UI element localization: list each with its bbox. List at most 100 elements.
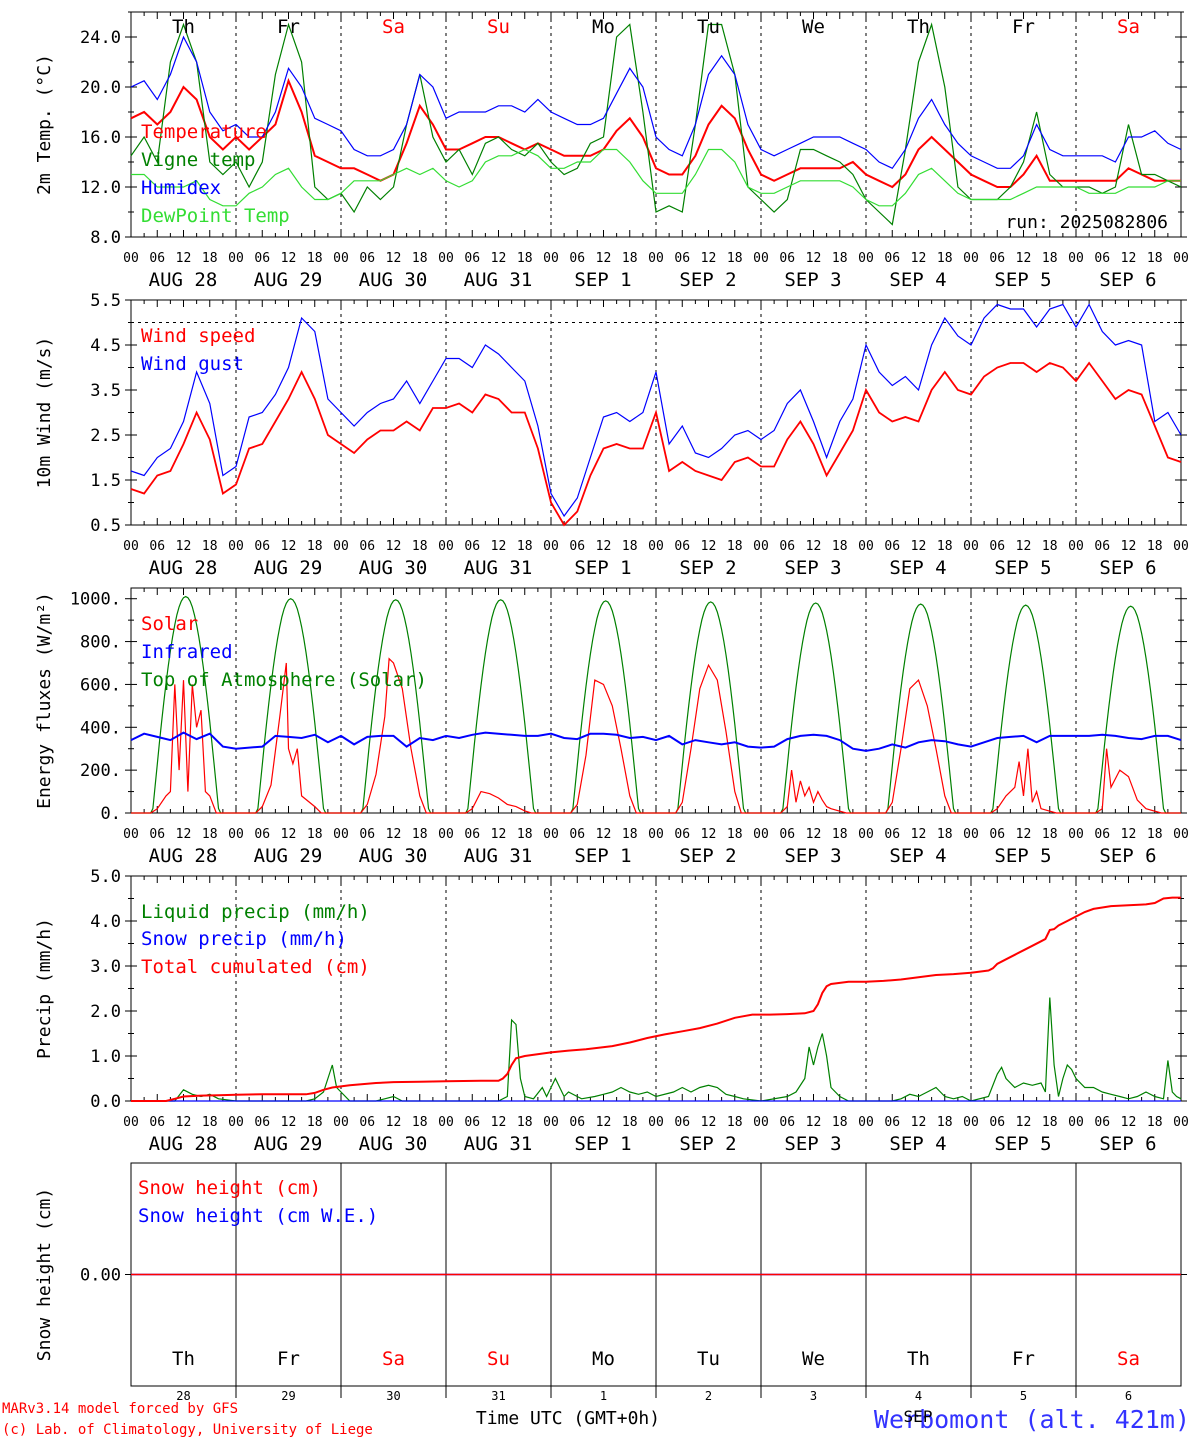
hour-tick-label: 12 — [491, 1115, 507, 1130]
hour-tick-label: 06 — [884, 539, 900, 554]
hour-tick-label: 18 — [1042, 251, 1058, 266]
hour-tick-label: 12 — [596, 539, 612, 554]
toa-solar-arch — [971, 604, 1076, 814]
hour-tick-label: 06 — [359, 251, 375, 266]
hour-tick-label: 06 — [359, 827, 375, 842]
panel-temperature: 00 06 12 18 00 06 12 18 00 06 12 18 00 06 12 18 00 06 12 18… — [34, 11, 1189, 291]
hour-tick-label: 00 — [438, 1115, 454, 1130]
hour-tick-label: 12 — [1016, 251, 1032, 266]
panel-wind: 00 06 12 18 00 06 12 18 00 06 12 18 00 06 12 18 00 06 12 18… — [34, 291, 1189, 579]
hour-tick-label: 18 — [832, 539, 848, 554]
date-tick-label: AUG 29 — [254, 557, 323, 579]
legend-entry: Top of Atmosphere (Solar) — [141, 669, 427, 691]
toa-solar-arch — [866, 603, 971, 814]
series-temperature — [130, 77, 1181, 189]
hour-tick-label: 18 — [1147, 539, 1163, 554]
hour-tick-label: 18 — [517, 1115, 533, 1130]
y-tick-label: 200. — [80, 761, 121, 781]
station-title: Werbomont (alt. 421m) — [874, 1405, 1190, 1434]
hour-tick-label: 12 — [176, 1115, 192, 1130]
y-tick-label: 16.0 — [80, 128, 121, 148]
date-tick-label: AUG 30 — [359, 1133, 428, 1155]
day-name: Fr — [277, 16, 300, 38]
hour-tick-label: 12 — [701, 1115, 717, 1130]
hour-tick-label: 00 — [753, 827, 769, 842]
day-name: We — [802, 16, 825, 38]
hour-tick-label: 18 — [622, 827, 638, 842]
hour-tick-label: 12 — [806, 827, 822, 842]
y-tick-label: 1000. — [70, 590, 121, 610]
hour-tick-label: 18 — [1147, 1115, 1163, 1130]
hour-tick-label: 00 — [123, 1115, 139, 1130]
day-number: 28 — [176, 1389, 190, 1403]
hour-tick-label: 18 — [202, 251, 218, 266]
run-label: run: 2025082806 — [1005, 212, 1168, 233]
date-tick-label: SEP 3 — [784, 557, 841, 579]
hour-tick-label: 12 — [281, 251, 297, 266]
hour-tick-label: 18 — [727, 1115, 743, 1130]
date-tick-label: AUG 28 — [149, 269, 218, 291]
day-name: Sa — [1117, 16, 1140, 38]
y-axis-title: 2m Temp. (°C) — [34, 54, 55, 195]
hour-tick-label: 18 — [937, 539, 953, 554]
day-name: Sa — [382, 1348, 405, 1370]
day-name: Su — [487, 1348, 510, 1370]
hour-tick-label: 12 — [911, 539, 927, 554]
hour-tick-label: 06 — [674, 827, 690, 842]
y-axis-title: Snow height (cm) — [34, 1188, 55, 1361]
hour-tick-label: 00 — [1173, 1115, 1189, 1130]
day-name: Mo — [592, 16, 615, 38]
hour-tick-label: 00 — [228, 539, 244, 554]
hour-tick-label: 00 — [1173, 827, 1189, 842]
toa-solar-arch — [236, 598, 341, 814]
hour-tick-label: 18 — [1147, 827, 1163, 842]
hour-tick-label: 00 — [1068, 251, 1084, 266]
hour-tick-label: 18 — [202, 1115, 218, 1130]
toa-solar-arch — [446, 599, 551, 814]
hour-tick-label: 06 — [989, 827, 1005, 842]
hour-tick-label: 18 — [307, 827, 323, 842]
date-tick-label: AUG 30 — [359, 269, 428, 291]
series-vigne-temp — [130, 22, 1182, 226]
y-tick-label: 4.5 — [90, 336, 121, 356]
date-tick-label: AUG 29 — [254, 269, 323, 291]
legend-entry: Wind speed — [141, 325, 255, 347]
legend-entry: Liquid precip (mm/h) — [141, 901, 370, 923]
hour-tick-label: 00 — [1068, 539, 1084, 554]
date-tick-label: SEP 1 — [574, 845, 631, 867]
y-tick-label: 800. — [80, 633, 121, 653]
date-tick-label: SEP 6 — [1099, 1133, 1156, 1155]
hour-tick-label: 06 — [779, 827, 795, 842]
hour-tick-label: 12 — [176, 539, 192, 554]
legend-entry: Infrared — [141, 641, 233, 663]
hour-tick-label: 00 — [333, 1115, 349, 1130]
hour-tick-label: 06 — [464, 251, 480, 266]
series-infrared — [130, 731, 1182, 752]
hour-tick-label: 00 — [438, 251, 454, 266]
hour-tick-label: 06 — [254, 539, 270, 554]
hour-tick-label: 00 — [228, 827, 244, 842]
hour-tick-label: 00 — [438, 539, 454, 554]
date-tick-label: SEP 2 — [679, 557, 736, 579]
date-tick-label: AUG 28 — [149, 1133, 218, 1155]
y-tick-label: 1.5 — [90, 471, 121, 491]
y-tick-label: 12.0 — [80, 178, 121, 198]
y-tick-label: 1.0 — [90, 1047, 121, 1067]
day-name: We — [802, 1348, 825, 1370]
panel-energy: 00 06 12 18 00 06 12 18 00 06 12 18 00 06 12 18 00 06 12 18… — [34, 587, 1189, 867]
hour-tick-label: 18 — [307, 251, 323, 266]
hour-tick-label: 06 — [569, 251, 585, 266]
hour-tick-label: 12 — [1121, 1115, 1137, 1130]
hour-tick-label: 18 — [622, 1115, 638, 1130]
day-number: 30 — [386, 1389, 400, 1403]
date-tick-label: AUG 29 — [254, 1133, 323, 1155]
hour-tick-label: 12 — [806, 1115, 822, 1130]
hour-tick-label: 06 — [884, 251, 900, 266]
day-number: 4 — [915, 1389, 922, 1403]
hour-tick-label: 06 — [674, 251, 690, 266]
hour-tick-label: 06 — [149, 1115, 165, 1130]
date-tick-label: SEP 4 — [889, 557, 946, 579]
date-tick-label: SEP 3 — [784, 845, 841, 867]
hour-tick-label: 12 — [1121, 251, 1137, 266]
